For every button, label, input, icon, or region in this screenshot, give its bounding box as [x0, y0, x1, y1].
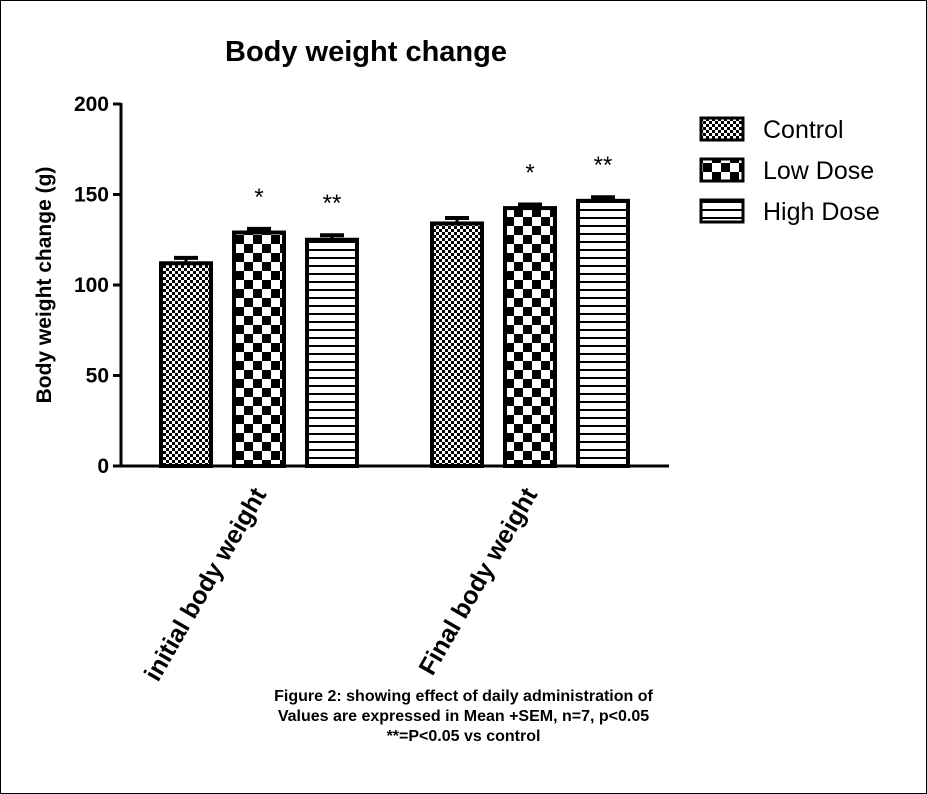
figure-caption: Figure 2: showing effect of daily admini…: [1, 687, 926, 747]
bar: [232, 230, 286, 468]
legend-label: High Dose: [763, 198, 880, 226]
legend-label: Control: [763, 116, 844, 144]
x-category-label: initial body weight: [139, 482, 273, 685]
y-tick-label: 50: [86, 365, 109, 388]
legend-label: Low Dose: [763, 157, 874, 185]
caption-line: **=P<0.05 vs control: [386, 728, 541, 745]
legend-swatch: [699, 157, 745, 183]
significance-marker: *: [525, 159, 534, 186]
bar: [503, 206, 557, 468]
chart-title: Body weight change: [225, 36, 507, 68]
significance-marker: **: [594, 152, 613, 179]
caption-line: Figure 2: showing effect of daily admini…: [274, 688, 653, 705]
x-category-label: Final body weight: [413, 482, 543, 679]
bar: [576, 198, 630, 469]
significance-marker: **: [323, 190, 342, 217]
y-tick-label: 150: [74, 184, 109, 207]
bar: [159, 261, 213, 468]
y-tick-label: 100: [74, 274, 109, 297]
y-axis-label: Body weight change (g): [33, 167, 56, 404]
legend-swatch: [699, 116, 745, 142]
bar: [430, 221, 484, 468]
significance-marker: *: [254, 184, 263, 211]
legend-swatch: [699, 198, 745, 224]
y-tick-label: 200: [74, 93, 109, 116]
y-tick-label: 0: [97, 455, 109, 478]
caption-line: Values are expressed in Mean +SEM, n=7, …: [277, 708, 650, 725]
bar: [305, 237, 359, 468]
